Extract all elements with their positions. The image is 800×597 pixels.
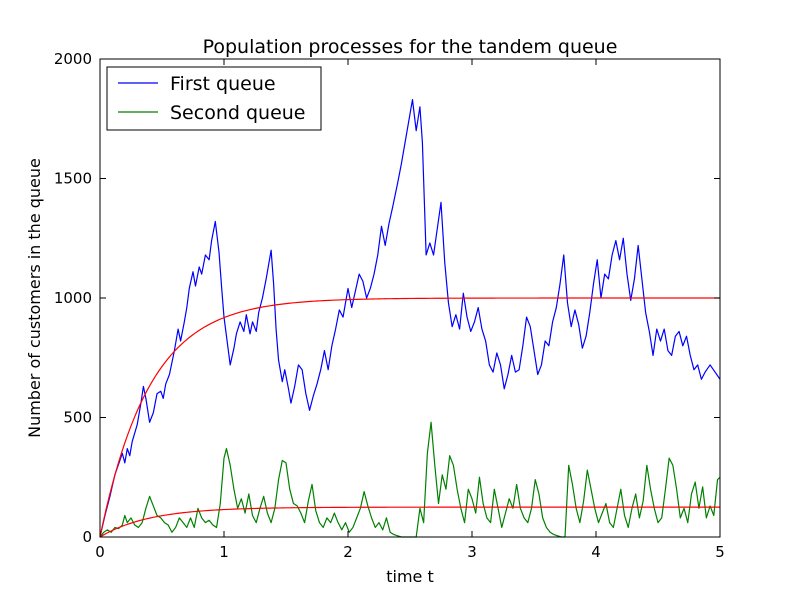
- chart-title: Population processes for the tandem queu…: [203, 36, 618, 58]
- legend-frame: [106, 66, 322, 131]
- ticks-layer: 0 1 2 3 4 5 0 500 1000 1500 2000: [54, 50, 725, 561]
- series-line-first-queue: [99, 99, 721, 538]
- series-layer: [99, 99, 721, 538]
- x-tick-label: 0: [95, 543, 105, 561]
- legend-label-second-queue: Second queue: [170, 102, 306, 124]
- legend-label-first-queue: First queue: [170, 73, 276, 95]
- x-tick-label: 1: [219, 543, 229, 561]
- x-tick-label: 3: [467, 543, 477, 561]
- y-tick-label: 1500: [54, 170, 92, 188]
- legend: First queue Second queue: [106, 66, 322, 131]
- y-tick-label: 0: [82, 528, 92, 546]
- plot-area: 0 1 2 3 4 5 0 500 1000 1500 2000: [54, 50, 725, 561]
- x-tick-label: 2: [343, 543, 353, 561]
- y-axis-label: Number of customers in the queue: [25, 158, 44, 438]
- x-axis-label: time t: [386, 567, 434, 586]
- y-tick-label: 1000: [54, 289, 92, 307]
- y-tick-label: 2000: [54, 50, 92, 68]
- series-line-fitted-curve-2: [99, 297, 720, 538]
- y-tick-label: 500: [63, 409, 92, 427]
- series-line-fitted-curve-3: [99, 506, 720, 538]
- x-tick-label: 5: [715, 543, 725, 561]
- x-tick-label: 4: [591, 543, 601, 561]
